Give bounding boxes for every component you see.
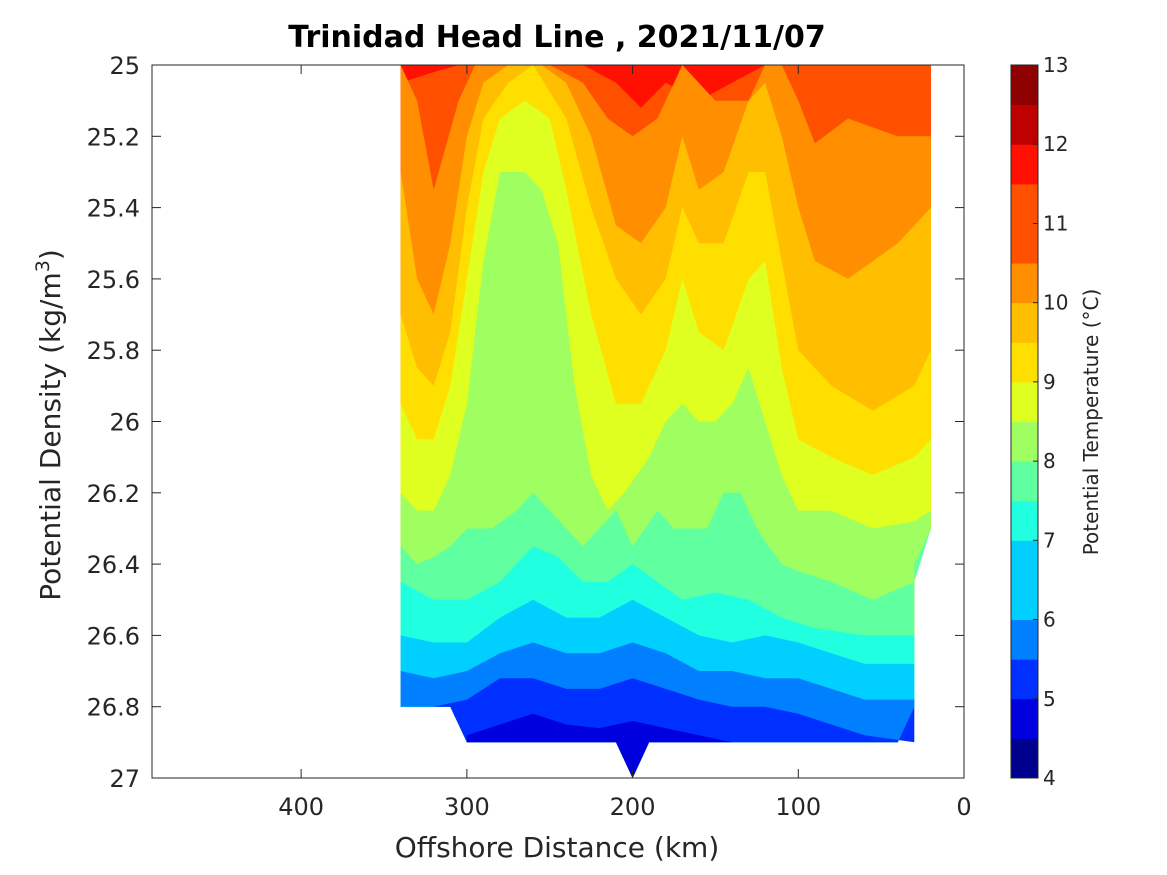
colorbar-segment (1011, 144, 1038, 185)
y-tick-label: 25.8 (87, 337, 140, 365)
y-axis-label-superscript: 3 (32, 260, 54, 272)
colorbar-tick-label: 11 (1043, 211, 1068, 235)
colorbar-tick-label: 12 (1043, 132, 1068, 156)
colorbar: 4 5 6 7 8 9 10 11 12 13 (1010, 53, 1068, 790)
colorbar-segment (1011, 183, 1038, 224)
colorbar-tick-label: 7 (1043, 528, 1056, 552)
colorbar-segment (1011, 698, 1038, 739)
colorbar-tick-label: 13 (1043, 53, 1068, 77)
y-tick-label: 27 (109, 765, 140, 793)
y-tick-label: 26.2 (87, 480, 140, 508)
y-tick-label: 26.6 (87, 622, 140, 650)
colorbar-tick-label: 4 (1043, 766, 1056, 790)
x-tick-label: 0 (956, 793, 971, 821)
colorbar-segment (1011, 500, 1038, 541)
x-tick-label: 300 (444, 793, 490, 821)
colorbar-segment (1011, 342, 1038, 383)
y-tick-label: 25 (109, 52, 140, 80)
colorbar-segment (1011, 738, 1038, 779)
colorbar-tick-label: 8 (1043, 449, 1056, 473)
colorbar-segment (1011, 302, 1038, 343)
colorbar-frame (1010, 64, 1039, 779)
colorbar-segment (1011, 659, 1038, 700)
colorbar-segment (1011, 579, 1038, 621)
colorbar-segment (1011, 381, 1038, 422)
y-axis-label-main: Potential Density (kg/m (34, 272, 67, 601)
x-axis-label: Offshore Distance (km) (395, 831, 720, 864)
colorbar-tick-label: 9 (1043, 370, 1056, 394)
y-axis: 25 25.2 25.4 25.6 25.8 26 26.2 26.4 26.6 26.8 27 (87, 52, 964, 793)
colorbar-label: Potential Temperature (°C) (1079, 289, 1103, 556)
colorbar-segment (1011, 461, 1038, 502)
colorbar-segment (1011, 619, 1038, 660)
colorbar-segment (1011, 223, 1038, 264)
colorbar-tick-label: 6 (1043, 608, 1056, 632)
x-tick-label: 400 (278, 793, 324, 821)
y-axis-label: Potential Density (kg/m3) (32, 249, 67, 601)
y-tick-label: 25.2 (87, 123, 140, 151)
contour-bands (400, 65, 931, 778)
contour-band-12 (466, 713, 766, 778)
x-axis: 400 300 200 100 0 (278, 65, 972, 821)
colorbar-tick-label: 5 (1043, 687, 1056, 711)
colorbar-segment (1011, 263, 1038, 304)
y-axis-label-tail: ) (34, 249, 67, 260)
y-tick-label: 26.4 (87, 551, 140, 579)
colorbar-segment (1011, 421, 1038, 462)
y-tick-label: 25.6 (87, 266, 140, 294)
y-tick-label: 25.4 (87, 195, 140, 223)
x-tick-label: 100 (775, 793, 821, 821)
x-tick-label: 200 (610, 793, 656, 821)
y-tick-label: 26 (109, 409, 140, 437)
y-tick-label: 26.8 (87, 694, 140, 722)
colorbar-segment (1011, 104, 1038, 145)
chart-title: Trinidad Head Line , 2021/11/07 (288, 20, 825, 55)
colorbar-segment (1011, 540, 1038, 581)
colorbar-tick-label: 10 (1043, 291, 1068, 315)
colorbar-segment (1011, 65, 1038, 106)
